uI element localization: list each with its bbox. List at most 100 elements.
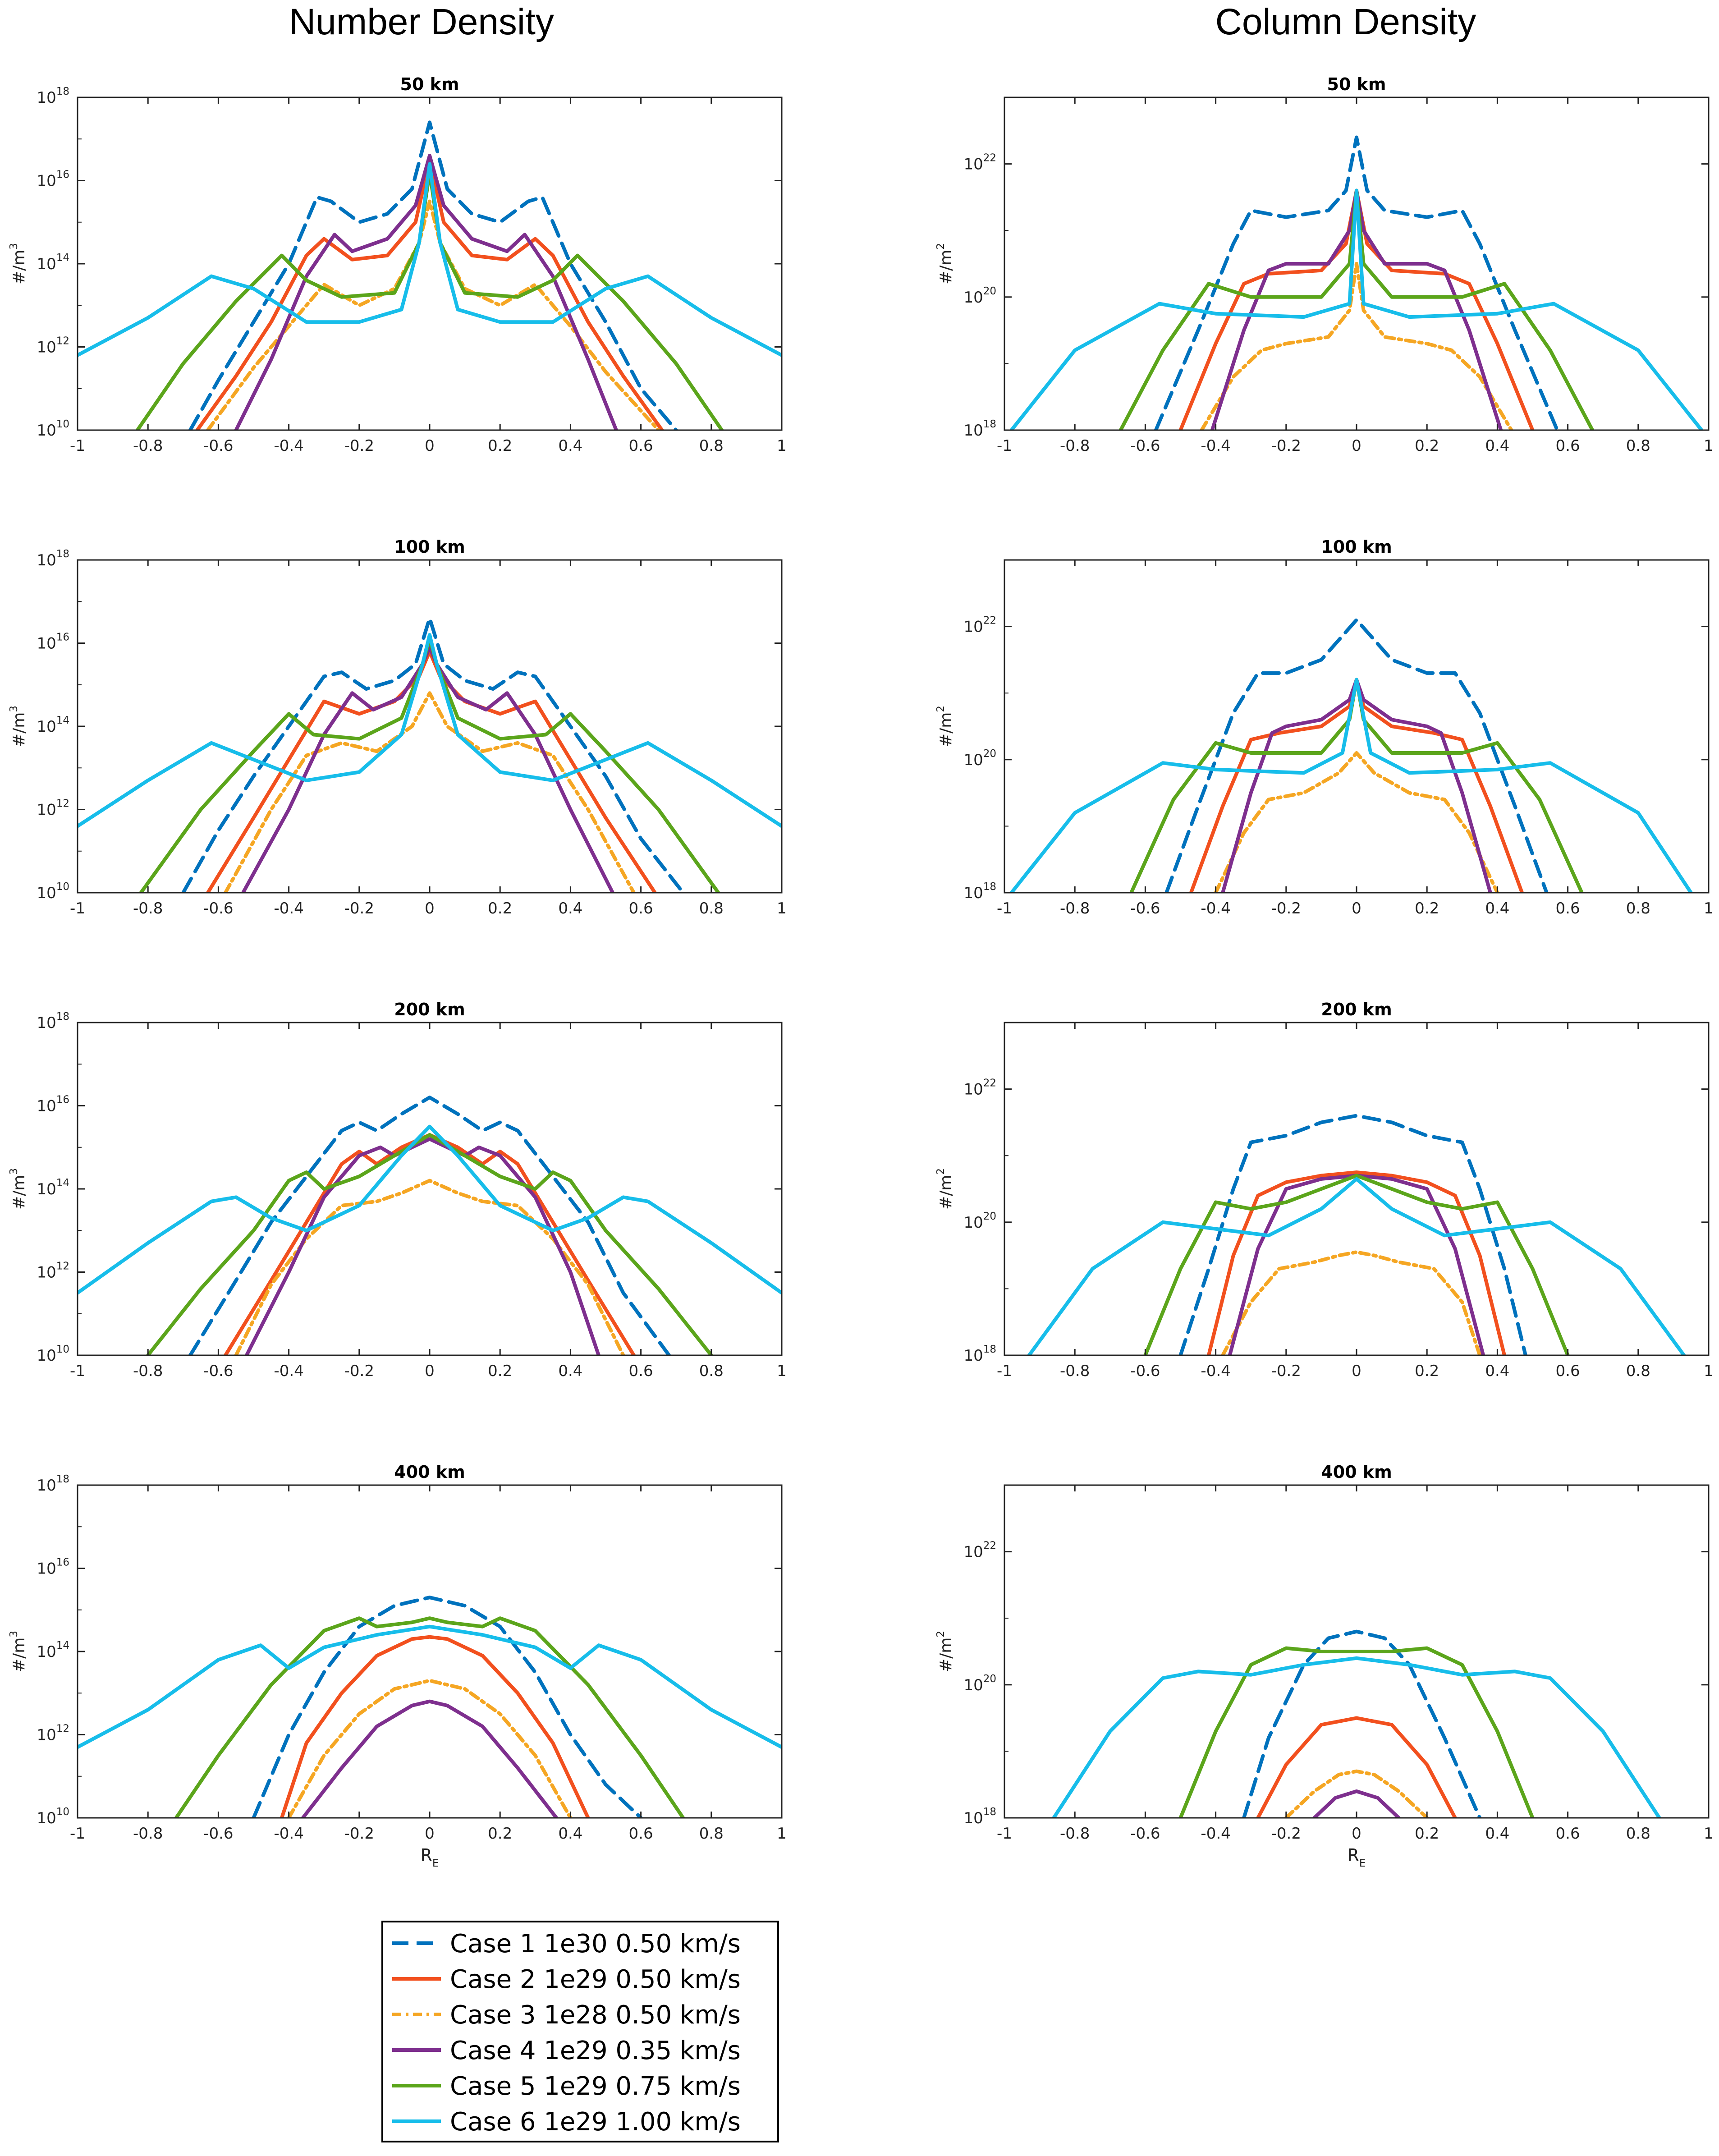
- x-tick-label: 0.8: [1626, 899, 1650, 917]
- y-axis-label: #/m3: [8, 1631, 28, 1672]
- x-tick-label: 1: [1704, 899, 1714, 917]
- x-tick-label: -0.8: [133, 437, 163, 455]
- x-tick-label: 0.4: [1485, 1825, 1509, 1843]
- y-tick-label: 1016: [37, 169, 69, 190]
- y-tick-label: 1012: [37, 798, 69, 819]
- x-tick-label: 0.2: [488, 1825, 512, 1843]
- panels-group: 50 km-1 -0.8 -0.6 -0.4 -0.2 0 0.2 0.4 0.6 0.8 1101…: [8, 74, 1714, 1869]
- series-group: [78, 616, 782, 893]
- series-line-case5: [1143, 1174, 1570, 1355]
- legend-box: [381, 1921, 779, 2142]
- x-tick-label: 0: [425, 437, 435, 455]
- x-tick-label: 0.2: [1415, 1825, 1439, 1843]
- x-tick-label: 1: [777, 1825, 787, 1843]
- series-group: [78, 1096, 782, 1355]
- y-axis-label: #/m2: [935, 1631, 955, 1672]
- x-tick-label: -0.4: [274, 899, 303, 917]
- chart-panel: 200 km -1 -0.8 -0.6 -0.4 -0.2 0 0.2 0.4 0.6 0.8 1 10…: [935, 1000, 1714, 1380]
- x-axis-label: RE: [421, 1845, 439, 1869]
- legend-label: Case 2 1e29 0.50 km/s: [450, 1965, 741, 1994]
- y-axis-label: #/m3: [8, 706, 28, 747]
- y-tick-label: 1018: [963, 1344, 996, 1365]
- panel-title: 400 km: [394, 1462, 465, 1482]
- x-tick-label: 0: [1352, 899, 1361, 917]
- series-line-case6: [1027, 1177, 1686, 1355]
- y-tick-label: 1014: [37, 715, 69, 736]
- y-tick-label: 1018: [37, 1473, 69, 1495]
- x-tick-label: 0.4: [1485, 437, 1509, 455]
- x-tick-label: -1: [70, 1825, 85, 1843]
- series-line-case5: [1178, 1646, 1535, 1818]
- x-tick-label: 0.6: [1556, 1825, 1580, 1843]
- x-tick-label: -1: [70, 437, 85, 455]
- y-tick-label: 1016: [37, 1094, 69, 1115]
- x-tick-label: -0.6: [203, 437, 233, 455]
- panel-title: 200 km: [1321, 1000, 1392, 1019]
- x-tick-label: 0.8: [699, 437, 724, 455]
- series-line-case1: [1242, 1629, 1482, 1818]
- x-tick-label: -0.2: [344, 1825, 374, 1843]
- x-tick-label: 0.6: [629, 899, 653, 917]
- x-tick-label: -0.8: [133, 1825, 163, 1843]
- y-tick-label: 1012: [37, 1261, 69, 1282]
- panel-title: 50 km: [1327, 74, 1386, 94]
- x-tick-label: 0.6: [629, 1362, 653, 1380]
- x-tick-label: -0.6: [1130, 1825, 1160, 1843]
- y-tick-label: 1022: [963, 1540, 996, 1561]
- x-tick-label: -1: [70, 1362, 85, 1380]
- x-tick-label: -0.4: [274, 1362, 303, 1380]
- legend-label: Case 5 1e29 0.75 km/s: [450, 2072, 741, 2101]
- series-line-case4: [241, 645, 615, 893]
- y-tick-label: 1018: [37, 86, 69, 107]
- x-tick-label: -0.8: [133, 1362, 163, 1380]
- y-axis-label: #/m2: [935, 706, 955, 747]
- series-line-case4: [234, 154, 618, 430]
- x-tick-label: -0.4: [274, 437, 303, 455]
- x-tick-label: 1: [777, 899, 787, 917]
- x-tick-label: 0.6: [1556, 437, 1580, 455]
- series-line-case3: [206, 199, 660, 430]
- y-tick-label: 1022: [963, 152, 996, 174]
- x-tick-label: -0.6: [203, 1825, 233, 1843]
- series-line-case1: [181, 616, 685, 893]
- series-line-case3: [1200, 262, 1513, 430]
- x-tick-label: 0: [1352, 437, 1361, 455]
- x-tick-label: 1: [1704, 437, 1714, 455]
- y-tick-label: 1022: [963, 1078, 996, 1099]
- y-axis-label: #/m2: [935, 1168, 955, 1210]
- y-tick-label: 1020: [963, 748, 996, 769]
- series-line-case3: [224, 691, 636, 893]
- x-tick-label: 0.8: [1626, 1362, 1650, 1380]
- x-tick-label: 0.8: [699, 899, 724, 917]
- legend-label: Case 6 1e29 1.00 km/s: [450, 2107, 741, 2137]
- x-tick-label: -0.8: [1060, 1362, 1090, 1380]
- x-tick-label: -0.6: [1130, 437, 1160, 455]
- y-tick-label: 1020: [963, 1673, 996, 1694]
- x-tick-label: 0: [1352, 1825, 1361, 1843]
- series-line-case6: [1009, 188, 1704, 430]
- y-tick-label: 1014: [37, 252, 69, 273]
- column-title-number-density: Number Density: [289, 1, 554, 42]
- x-tick-label: -0.8: [1060, 437, 1090, 455]
- x-tick-label: 1: [1704, 1362, 1714, 1380]
- series-line-case5: [146, 1133, 713, 1355]
- x-tick-label: -1: [70, 899, 85, 917]
- x-tick-label: 0.4: [558, 1825, 582, 1843]
- x-tick-label: 0.2: [1415, 899, 1439, 917]
- y-tick-label: 1020: [963, 1211, 996, 1232]
- panel-title: 400 km: [1321, 1462, 1392, 1482]
- chart-panel: 50 km -1 -0.8 -0.6 -0.4 -0.2 0 0.2 0.4 0.6 0.8 1 101…: [935, 74, 1714, 455]
- chart-panel: 50 km -1 -0.8 -0.6 -0.4 -0.2 0 0.2 0.4 0.6 0.8 1 101…: [8, 74, 787, 455]
- y-tick-label: 1010: [37, 1344, 69, 1365]
- x-tick-label: -0.2: [1271, 437, 1301, 455]
- series-line-case6: [78, 1124, 782, 1295]
- x-tick-label: 0: [425, 899, 435, 917]
- x-tick-label: 0.6: [629, 1825, 653, 1843]
- y-tick-label: 1010: [37, 881, 69, 902]
- x-tick-label: -0.8: [133, 899, 163, 917]
- legend: Case 1 1e30 0.50 km/s Case 2 1e29 0.50 km…: [381, 1921, 779, 2142]
- y-tick-label: 1012: [37, 335, 69, 357]
- x-tick-label: 1: [777, 437, 787, 455]
- chart-panel: 200 km -1 -0.8 -0.6 -0.4 -0.2 0 0.2 0.4 0.6 0.8 1 10…: [8, 1000, 787, 1380]
